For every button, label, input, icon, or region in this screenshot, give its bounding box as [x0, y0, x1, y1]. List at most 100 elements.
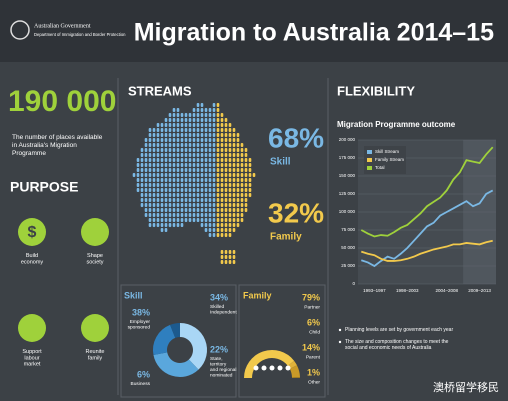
person-dot: [152, 213, 156, 217]
places-value: 190 000: [8, 85, 116, 118]
person-dot: [172, 158, 176, 162]
person-dot: [176, 123, 180, 127]
chart-title: Migration Programme outcome: [337, 120, 456, 129]
person-dot: [188, 158, 192, 162]
person-dot: [144, 193, 148, 197]
person-dot: [212, 163, 216, 167]
person-dot: [180, 143, 184, 147]
person-dot: [204, 183, 208, 187]
person-dot: [184, 168, 188, 172]
person-dot: [184, 198, 188, 202]
person-dot: [136, 183, 140, 187]
person-dot: [224, 143, 228, 147]
person-dot: [172, 118, 176, 122]
person-dot: [184, 183, 188, 187]
person-dot: [208, 143, 212, 147]
person-dot: [164, 218, 168, 222]
person-dot: [240, 178, 244, 182]
person-dot: [224, 255, 228, 259]
person-dot: [164, 168, 168, 172]
person-dot: [232, 168, 236, 172]
person-dot: [160, 123, 164, 127]
person-dot: [204, 113, 208, 117]
person-dot: [240, 218, 244, 222]
person-dot: [192, 208, 196, 212]
label-line: nominated: [210, 373, 233, 379]
person-dot: [148, 173, 152, 177]
label-line: Business: [131, 381, 151, 387]
person-dot: [140, 193, 144, 197]
person-dot: [176, 133, 180, 137]
family-name: Partner: [304, 304, 320, 310]
person-dot: [192, 143, 196, 147]
person-dot: [200, 173, 204, 177]
person-dot: [196, 128, 200, 132]
person-dot: [236, 208, 240, 212]
person-dot: [224, 203, 228, 207]
person-dot: [176, 193, 180, 197]
person-dot: [180, 153, 184, 157]
person-dot: [244, 188, 248, 192]
person-dot: [152, 223, 156, 227]
person-dot: [212, 148, 216, 152]
person-dot: [144, 168, 148, 172]
person-dot: [224, 118, 228, 122]
person-dot: [212, 138, 216, 142]
person-dot: [172, 133, 176, 137]
person-dot: [148, 133, 152, 137]
person-dot: [244, 148, 248, 152]
person-dot: [244, 178, 248, 182]
person-dot: [160, 168, 164, 172]
label-line: The size and composition changes to meet…: [345, 339, 449, 345]
person-dot: [200, 123, 204, 127]
person-icon: [277, 365, 283, 371]
person-dot: [168, 128, 172, 132]
person-dot: [212, 108, 216, 112]
person-dot: [196, 153, 200, 157]
person-dot: [236, 198, 240, 202]
person-dot: [232, 223, 236, 227]
person-dot: [168, 148, 172, 152]
person-dot: [148, 198, 152, 202]
family-value: 14%: [302, 342, 320, 352]
person-dot: [208, 198, 212, 202]
person-dot: [236, 133, 240, 137]
person-dot: [240, 193, 244, 197]
y-tick-label: 25 000: [341, 263, 355, 268]
person-dot: [176, 188, 180, 192]
person-dot: [184, 208, 188, 212]
person-dot: [240, 163, 244, 167]
person-dot: [156, 133, 160, 137]
department: Department of Immigration and Border Pro…: [34, 32, 126, 37]
person-dot: [188, 178, 192, 182]
person-dot: [160, 153, 164, 157]
person-dot: [172, 138, 176, 142]
x-tick-label: 1993–1997: [363, 288, 386, 293]
person-dot: [224, 168, 228, 172]
label: Shape society: [86, 253, 103, 265]
person-dot: [200, 103, 204, 107]
person-dot: [164, 183, 168, 187]
person-dot: [172, 188, 176, 192]
person-dot: [224, 208, 228, 212]
person-dot: [228, 198, 232, 202]
person-dot: [192, 163, 196, 167]
person-dot: [216, 233, 220, 237]
person-dot: [204, 163, 208, 167]
person-dot: [236, 218, 240, 222]
person-dot: [168, 213, 172, 217]
label-line: Employer: [130, 319, 151, 325]
agency: Australian Government: [34, 23, 91, 29]
person-dot: [172, 208, 176, 212]
person-dot: [184, 213, 188, 217]
person-dot: [168, 183, 172, 187]
person-dot: [244, 198, 248, 202]
person-dot: [240, 208, 244, 212]
person-dot: [192, 203, 196, 207]
person-dot: [248, 178, 252, 182]
person-dot: [160, 183, 164, 187]
person-dot: [192, 118, 196, 122]
person-dot: [228, 158, 232, 162]
person-dot: [224, 218, 228, 222]
crest: [10, 20, 30, 40]
